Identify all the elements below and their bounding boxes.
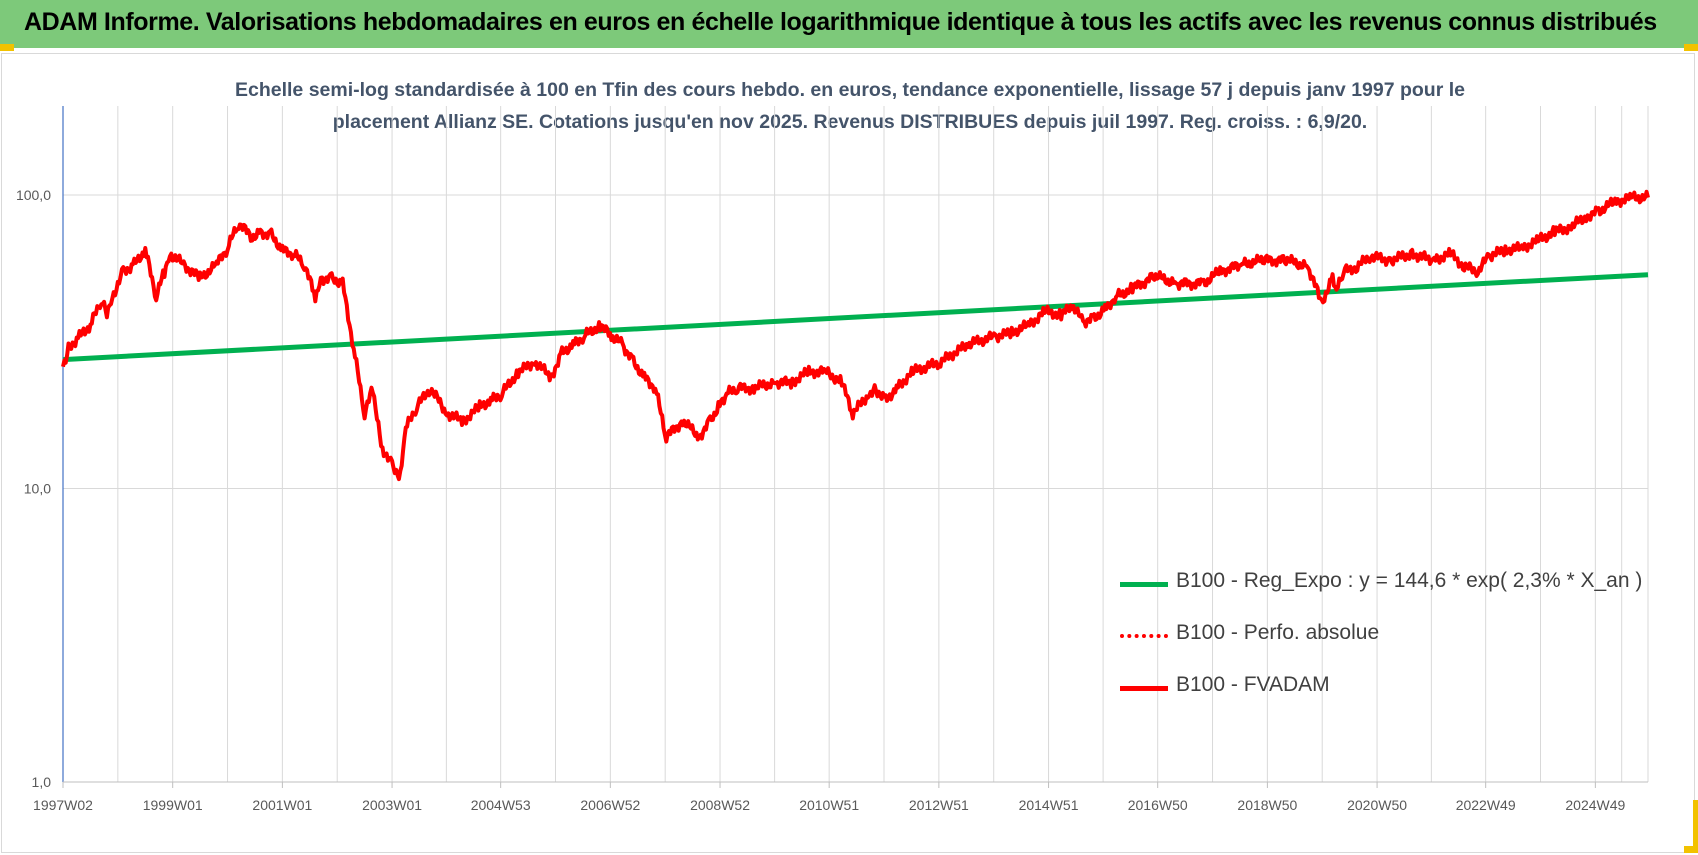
series-line-fvadam — [61, 189, 1650, 482]
chart-subtitle-line-1: Echelle semi-log standardisée à 100 en T… — [234, 79, 1465, 101]
frame-corner-marker — [0, 44, 14, 51]
x-tick-label: 2024W49 — [1565, 797, 1625, 813]
grid-layer — [62, 106, 1649, 783]
x-tick-label: 2008W52 — [690, 797, 750, 813]
axis-layer — [62, 106, 1648, 788]
x-tick-label: 2012W51 — [909, 797, 969, 813]
header-banner: ADAM Informe. Valorisations hebdomadaire… — [0, 0, 1698, 48]
x-tick-label: 1997W02 — [33, 797, 93, 813]
x-tick-label: 2001W01 — [252, 797, 312, 813]
legend-label-perfo-absolue: B100 - Perfo. absolue — [1176, 621, 1380, 644]
x-tick-label: 2004W53 — [471, 797, 531, 813]
x-tick-label: 2016W50 — [1128, 797, 1188, 813]
x-tick-label: 2003W01 — [362, 797, 422, 813]
chart-subtitle: Echelle semi-log standardisée à 100 en T… — [170, 74, 1530, 138]
x-tick-label: 2022W49 — [1456, 797, 1516, 813]
x-tick-label: 2020W50 — [1347, 797, 1407, 813]
x-tick-label: 2010W51 — [799, 797, 859, 813]
series-layer — [61, 189, 1650, 482]
legend-swatch-regression — [1120, 582, 1168, 587]
frame-corner-marker — [1684, 846, 1698, 853]
chart-frame — [1, 53, 1695, 853]
x-tick-label: 2006W52 — [580, 797, 640, 813]
chart-subtitle-line-2: placement Allianz SE. Cotations jusqu'en… — [332, 111, 1368, 133]
legend-label-regression: B100 - Reg_Expo : y = 144,6 * exp( 2,3% … — [1176, 569, 1643, 592]
frame-corner-marker — [1693, 800, 1698, 852]
y-tick-label: 100,0 — [16, 187, 51, 203]
x-tick-label: 2014W51 — [1019, 797, 1079, 813]
x-tick-label: 2018W50 — [1237, 797, 1297, 813]
frame-corner-marker — [1684, 44, 1698, 51]
legend-label-fvadam: B100 - FVADAM — [1176, 673, 1330, 696]
x-tick-label: 1999W01 — [143, 797, 203, 813]
legend-swatch-fvadam — [1120, 686, 1168, 691]
y-tick-label: 10,0 — [24, 481, 51, 497]
tick-label-layer: 1997W02 1999W01 2001W01 2003W01 2004W53 2006W… — [16, 187, 1626, 813]
legend-swatch-perfo-absolue — [1120, 634, 1168, 638]
series-line-regression — [62, 272, 1649, 363]
page-title: ADAM Informe. Valorisations hebdomadaire… — [24, 8, 1657, 36]
y-tick-label: 1,0 — [32, 774, 52, 790]
